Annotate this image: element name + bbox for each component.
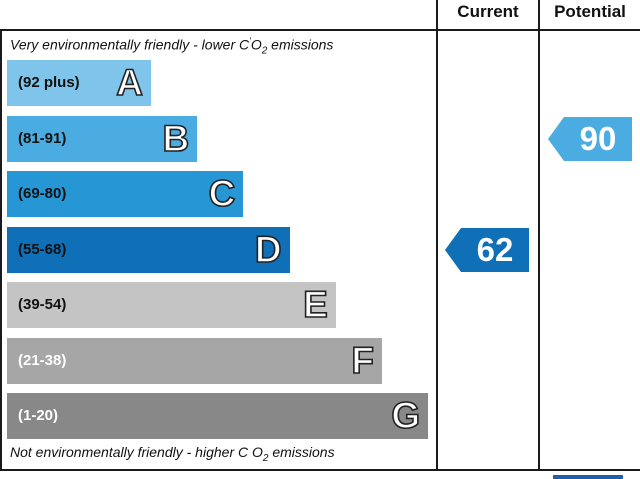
band-range-label: (81-91) <box>18 129 67 147</box>
current-rating-arrow: 62 <box>445 227 529 272</box>
band-f: (21-38) F <box>7 337 382 384</box>
band-letter: E <box>302 283 328 326</box>
band-c: (69-80) C <box>7 171 244 217</box>
band-range-label: (21-38) <box>18 351 67 369</box>
top-emissions-note: Very environmentally friendly - lower C'… <box>10 36 334 57</box>
band-letter: G <box>391 394 421 437</box>
band-e: (39-54) E <box>7 282 336 328</box>
frame-top-line <box>0 29 640 31</box>
band-range-label: (39-54) <box>18 296 67 313</box>
band-a: (92 plus) A <box>7 60 151 106</box>
potential-rating-arrow-shape <box>548 116 632 161</box>
band-range-label: (92 plus) <box>18 74 80 91</box>
band-letter: F <box>351 339 375 382</box>
potential-rating-arrow: 90 <box>548 116 632 161</box>
current-rating-arrow-polygon <box>445 227 529 272</box>
divider-current-left <box>436 0 438 471</box>
band-range-label: (69-80) <box>18 185 67 202</box>
potential-column-header: Potential <box>554 2 626 21</box>
band-range-label: (1-20) <box>18 407 59 424</box>
band-letter: B <box>162 117 190 160</box>
band-letter: D <box>254 228 282 271</box>
band-d: (55-68) D <box>7 226 290 273</box>
frame-left-line <box>0 29 2 471</box>
divider-potential-left <box>538 0 540 471</box>
band-letter: C <box>208 172 236 215</box>
potential-rating-arrow-polygon <box>548 116 632 161</box>
current-rating-arrow-value: 62 <box>476 230 514 268</box>
frame-bottom-line <box>0 469 640 471</box>
band-g: (1-20) G <box>7 393 429 439</box>
band-b: (81-91) B <box>7 115 198 162</box>
band-letter: A <box>115 61 143 104</box>
current-rating-arrow-shape <box>445 227 529 272</box>
band-range-label: (55-68) <box>18 240 67 258</box>
bottom-emissions-note: Not environmentally friendly - higher C … <box>10 444 335 464</box>
current-column-header: Current <box>457 2 519 21</box>
bottom-tab-mark <box>553 475 623 479</box>
potential-rating-arrow-value: 90 <box>579 119 617 157</box>
